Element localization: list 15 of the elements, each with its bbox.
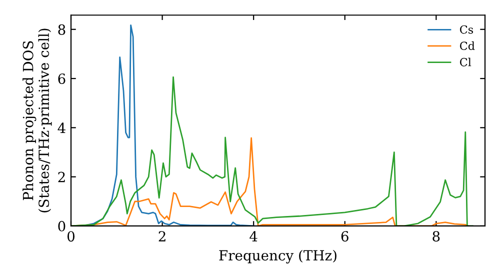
legend-label: Cs	[460, 25, 474, 34]
x-tick-label: 0	[67, 231, 74, 242]
x-tick-label: 2	[158, 231, 166, 242]
x-tick-label: 4	[250, 231, 258, 242]
y-axis-title: Phonon projected DOS (States/THz·primitive cell)	[22, 28, 52, 212]
y-tick-label: 8	[58, 24, 66, 35]
y-tick-label: 6	[58, 73, 66, 84]
legend-label: Cd	[460, 41, 475, 50]
y-tick-label: 0	[58, 220, 66, 232]
x-tick-label: 8	[432, 231, 440, 242]
legend-label: Cl	[460, 58, 472, 66]
y-tick-label: 4	[58, 122, 66, 133]
y-tick-label: 2	[58, 172, 65, 182]
x-axis-title: Frequency (THz)	[219, 250, 336, 264]
x-tick-label: 6	[341, 231, 348, 242]
